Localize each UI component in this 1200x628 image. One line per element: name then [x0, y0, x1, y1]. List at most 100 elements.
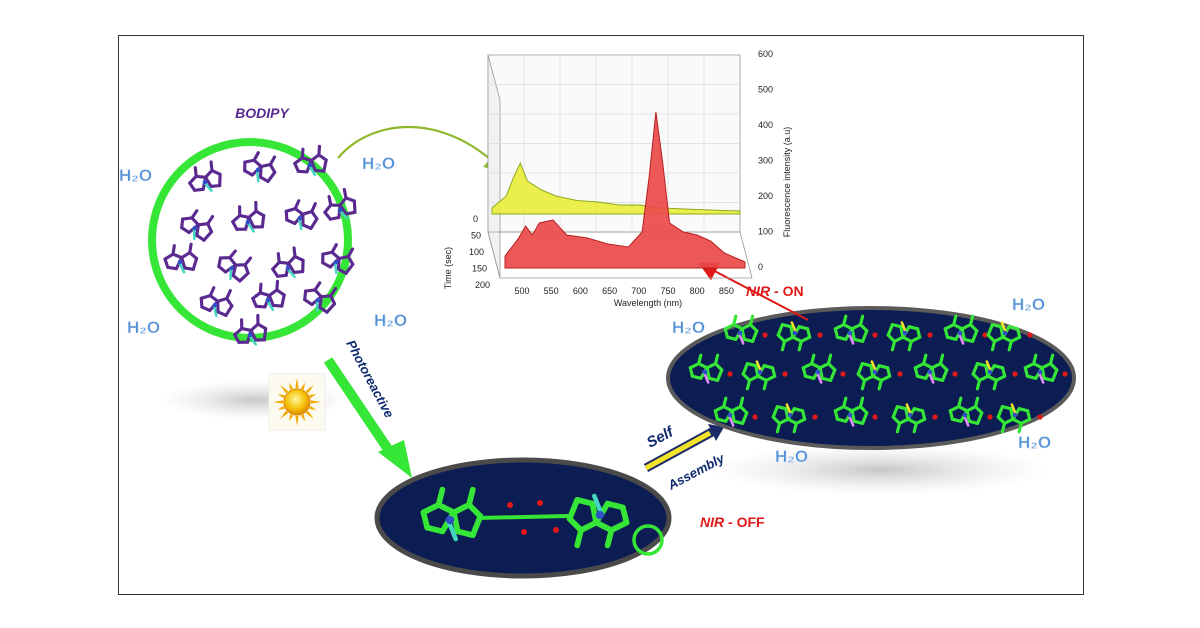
bond [258, 282, 263, 295]
bond [858, 396, 865, 409]
bond [780, 339, 787, 352]
bond [293, 199, 301, 211]
y-tick-label: 200 [475, 280, 490, 290]
molecule [233, 313, 268, 346]
bond [930, 366, 936, 380]
bond [716, 368, 724, 382]
bond [992, 378, 998, 391]
bond [754, 364, 760, 378]
sun-ray [309, 405, 317, 411]
bond [208, 286, 216, 298]
z-tick-label: 500 [758, 85, 773, 95]
bond [907, 339, 913, 352]
bond [968, 314, 975, 327]
bond [771, 405, 779, 419]
bond [256, 313, 260, 326]
sun-ray [288, 382, 294, 390]
nitrogen-atom [315, 297, 321, 303]
bond [574, 527, 584, 549]
z-tick-label: 0 [758, 262, 763, 272]
nitrogen-atom [202, 179, 208, 185]
bond [775, 421, 782, 434]
bond [984, 364, 990, 378]
nitrogen-atom [987, 369, 993, 375]
oxygen-atom [1027, 332, 1033, 338]
bond [952, 314, 958, 327]
nitrogen-atom [902, 330, 908, 336]
molecule [251, 279, 286, 312]
bond [748, 314, 755, 327]
bond [300, 147, 305, 160]
bond [228, 249, 237, 260]
bond [891, 405, 899, 419]
bond [209, 160, 214, 173]
photoreactive-label: Photoreactive [343, 337, 397, 420]
sun-ray [273, 400, 284, 404]
water-label: H₂O [672, 318, 705, 337]
bond [858, 314, 865, 327]
bond [856, 362, 864, 376]
aggregate-ellipse [666, 306, 1076, 450]
bond [730, 409, 736, 423]
molecule [833, 314, 869, 345]
oxygen-atom [872, 332, 878, 338]
sun-ray [305, 410, 314, 419]
molecule [284, 199, 319, 231]
nitrogen-atom [337, 207, 343, 213]
oxygen-atom [927, 332, 933, 338]
bond [996, 405, 1004, 419]
bond [938, 353, 945, 366]
oxygen-atom [897, 371, 903, 377]
z-tick-label: 400 [758, 120, 773, 130]
nitrogen-atom [792, 330, 798, 336]
y-axis-label: Time (sec) [443, 247, 453, 289]
bond [1032, 353, 1038, 366]
bond [318, 295, 323, 309]
oxygen-atom [817, 332, 823, 338]
bond [280, 293, 286, 308]
bond [797, 339, 803, 352]
molecule [188, 160, 222, 193]
bond [986, 323, 994, 337]
fluorescence-3d-chart: 500 550 600 650 700 750 800 850 0 50 100 150 200 0 100… [443, 49, 792, 308]
bond [904, 407, 910, 421]
nitrogen-atom [177, 259, 183, 265]
bond [738, 396, 745, 409]
oxygen-atom [812, 414, 818, 420]
bond [890, 339, 897, 352]
x-tick-label: 850 [719, 286, 734, 296]
molecule [986, 321, 1022, 352]
bond [792, 421, 798, 434]
molecule [948, 396, 984, 427]
nitrogen-atom [927, 369, 933, 375]
bond [877, 378, 883, 391]
molecule [303, 281, 338, 314]
molecule [856, 360, 892, 391]
ellipse-shadow [710, 445, 1050, 495]
bond [899, 325, 905, 339]
bond [973, 396, 980, 409]
bond [818, 366, 824, 380]
x-tick-label: 800 [690, 286, 705, 296]
y-tick-label: 0 [473, 214, 478, 224]
molecule [271, 246, 305, 279]
bond [999, 325, 1005, 339]
bond [193, 166, 198, 178]
molecule [801, 353, 837, 384]
bond [435, 486, 446, 508]
sun-icon [268, 373, 326, 431]
water-label: H₂O [1018, 433, 1051, 452]
oxygen-atom [987, 414, 993, 420]
molecule [420, 486, 484, 542]
bond [206, 214, 215, 226]
bond [327, 194, 333, 207]
nitrogen-atom [727, 412, 733, 418]
oxygen-atom [982, 332, 988, 338]
oxygen-atom [1012, 371, 1018, 377]
molecule [833, 396, 869, 427]
bond [191, 256, 199, 271]
sun-ray [305, 385, 314, 394]
nitrogen-atom [192, 225, 198, 231]
bond [309, 158, 317, 173]
oxygen-atom [553, 527, 559, 533]
